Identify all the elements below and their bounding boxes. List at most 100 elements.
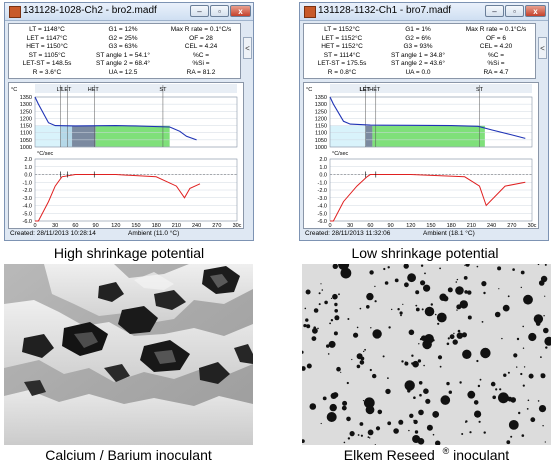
graphite-nodule <box>503 373 507 377</box>
graphite-nodule <box>424 334 434 344</box>
graphite-nodule <box>520 270 525 275</box>
graphite-nodule <box>479 378 482 381</box>
graphite-nodule <box>512 268 515 271</box>
graphite-nodule <box>436 312 447 323</box>
time-tick-label: 180 <box>152 223 161 228</box>
temp-tick-label: 1100 <box>315 131 327 137</box>
caption-high-shrinkage: High shrinkage potential <box>53 245 205 261</box>
graphite-nodule <box>318 292 321 295</box>
marker-strip <box>330 84 532 93</box>
collapse-panel-button[interactable]: < <box>538 37 547 59</box>
graphite-nodule <box>304 307 307 310</box>
graphite-nodule <box>366 305 370 309</box>
graphite-nodule <box>453 332 455 335</box>
graphite-nodule <box>507 371 510 374</box>
stat-value: ST angle 2 = 43.6° <box>391 60 445 68</box>
time-tick-label: 90 <box>93 223 99 228</box>
time-tick-label: 270 <box>212 223 221 228</box>
graphite-nodule <box>353 332 359 338</box>
graphite-nodule <box>367 429 374 436</box>
graphite-nodule <box>543 315 545 317</box>
graphite-nodule <box>318 303 321 306</box>
graphite-nodule <box>462 349 472 359</box>
graphite-nodule <box>363 350 365 353</box>
graphite-nodule <box>387 377 389 379</box>
close-button[interactable]: x <box>230 5 251 17</box>
graphite-nodule <box>305 289 311 295</box>
stat-value: CEL = 4.20 <box>479 43 513 51</box>
graphite-nodule <box>332 264 338 269</box>
graphite-nodule <box>397 308 400 311</box>
graphite-nodule <box>409 413 414 418</box>
graphite-nodule <box>537 400 540 402</box>
graphite-nodule <box>364 348 366 351</box>
graphite-nodule <box>346 416 351 422</box>
window-titlebar[interactable]: 131128-1028-Ch2 - bro2.madf – ▫ x <box>5 3 253 21</box>
graphite-nodule <box>527 399 530 402</box>
graphite-nodule <box>340 371 342 373</box>
graphite-nodule <box>336 366 341 372</box>
minimize-button[interactable]: – <box>190 5 209 17</box>
graphite-nodule <box>528 373 534 379</box>
rate-tick-label: -6.0 <box>318 219 327 225</box>
graphite-nodule <box>522 325 524 328</box>
rate-tick-label: 1.0 <box>319 165 327 171</box>
graphite-nodule <box>461 433 464 435</box>
graphite-nodule <box>360 434 363 437</box>
rate-tick-label: -3.0 <box>23 196 32 202</box>
graphite-nodule <box>372 329 382 339</box>
graphite-nodule <box>435 440 441 445</box>
graphite-nodule <box>305 324 308 327</box>
maximize-button[interactable]: ▫ <box>210 5 229 17</box>
rate-unit-label: °C/sec <box>332 151 349 157</box>
minimize-button[interactable]: – <box>485 5 504 17</box>
graphite-nodule <box>508 420 519 430</box>
caption-elkem-reseed: Elkem Reseed ® inoculant <box>302 446 551 463</box>
graphite-nodule <box>437 355 443 360</box>
graphite-nodule <box>403 264 409 269</box>
rate-tick-label: -4.0 <box>23 204 32 210</box>
graphite-nodule <box>446 381 450 386</box>
graphite-nodule <box>423 388 429 394</box>
close-button[interactable]: x <box>525 5 546 17</box>
temp-tick-label: 1050 <box>20 138 32 144</box>
graphite-nodule <box>330 319 334 322</box>
graphite-nodule <box>467 390 476 399</box>
marker-strip <box>35 84 237 93</box>
stat-value: LT = 1148°C <box>29 26 65 33</box>
graphite-nodule <box>417 438 425 445</box>
graphite-nodule <box>507 295 510 298</box>
graphite-nodule <box>538 405 547 413</box>
temp-tick-label: 1000 <box>315 145 327 151</box>
graphite-nodule <box>330 297 333 299</box>
graphite-nodule <box>474 410 482 418</box>
graphite-nodule <box>408 429 410 432</box>
micrograph-image <box>4 264 253 445</box>
graphite-nodule <box>492 395 496 400</box>
stat-value: UA = 12.5 <box>108 69 138 76</box>
graphite-nodule <box>405 361 407 363</box>
graphite-nodule <box>455 281 458 283</box>
graphite-nodule <box>459 381 462 384</box>
stat-value: ST = 1105°C <box>28 51 66 59</box>
collapse-panel-button[interactable]: < <box>243 37 252 59</box>
graphite-nodule <box>418 343 420 345</box>
graphite-nodule <box>356 364 361 369</box>
temp-tick-label: 1300 <box>20 102 32 108</box>
maximize-button[interactable]: ▫ <box>505 5 524 17</box>
temp-tick-label: 1200 <box>20 116 32 122</box>
window-titlebar[interactable]: 131128-1132-Ch1 - bro7.madf – ▫ x <box>300 3 548 21</box>
micrograph-image <box>302 264 551 445</box>
graphite-nodule <box>447 337 450 340</box>
time-tick-label: 150 <box>131 223 140 228</box>
graphite-nodule <box>313 308 319 313</box>
graphite-nodule <box>423 284 431 292</box>
graphite-nodule <box>537 264 540 266</box>
temp-tick-label: 1150 <box>20 124 32 130</box>
graphite-nodule <box>530 417 536 423</box>
graphite-nodule <box>456 309 458 311</box>
temp-tick-label: 1100 <box>20 131 32 137</box>
rate-tick-label: -1.0 <box>23 180 32 186</box>
marker-label: ST <box>476 87 484 93</box>
